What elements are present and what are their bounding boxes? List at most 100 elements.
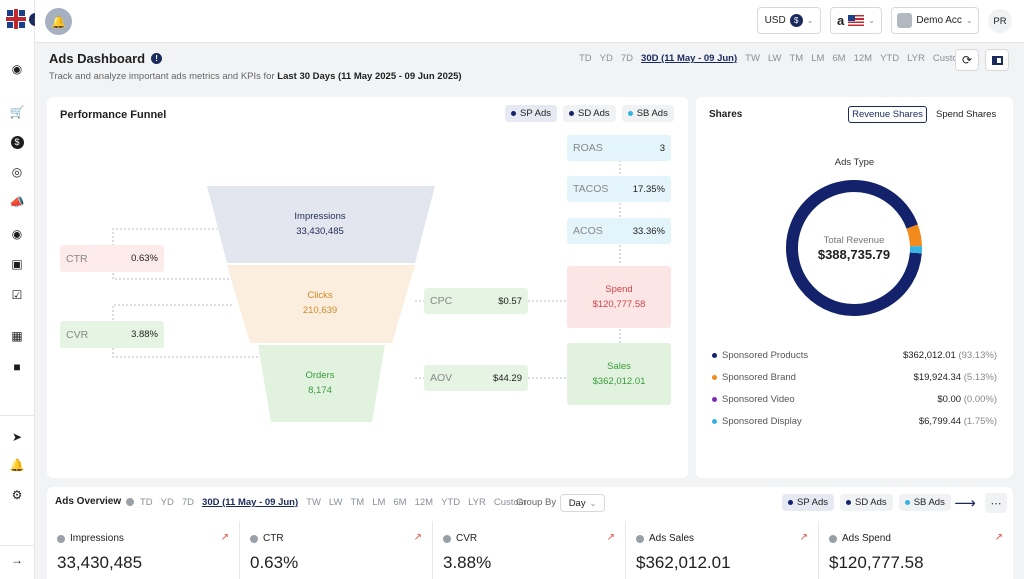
tab-revenue-shares[interactable]: Revenue Shares	[848, 106, 927, 123]
settings-icon[interactable]: ⚙	[11, 488, 23, 502]
legend-name: Sponsored Brand	[722, 372, 796, 383]
cpc-box: CPC $0.57	[424, 288, 528, 314]
range-tab[interactable]: 6M	[832, 53, 846, 64]
kpi-card[interactable]: CTR ↗ 0.63%	[240, 521, 433, 579]
tab-spend-shares[interactable]: Spend Shares	[936, 109, 997, 120]
bell-icon[interactable]: 🔔	[9, 458, 25, 472]
arrow-right-icon[interactable]: ⟶	[954, 495, 976, 512]
sp-dot-icon	[511, 111, 516, 116]
tab-sp-ads[interactable]: SP Ads	[782, 494, 834, 511]
donut-slice[interactable]	[906, 224, 922, 247]
sp-dot-icon	[788, 500, 793, 505]
user-avatar[interactable]: PR	[988, 9, 1012, 33]
checklist-icon[interactable]: ☑	[11, 288, 23, 302]
range-tab[interactable]: 12M	[414, 497, 434, 508]
range-tab[interactable]: LYR	[907, 53, 925, 64]
notification-avatar[interactable]: 🔔	[45, 8, 72, 35]
account-select[interactable]: Demo Acc ⌄	[891, 7, 979, 34]
group-by-value: Day	[568, 497, 586, 509]
info-icon[interactable]: !	[151, 53, 163, 64]
donut-center-value: $388,735.79	[817, 247, 891, 262]
kpi-label: CTR	[263, 533, 284, 544]
marketplace-select[interactable]: a ⌄	[830, 7, 882, 34]
chat-icon[interactable]: ▣	[11, 257, 23, 271]
range-tab[interactable]: TW	[745, 53, 760, 64]
range-tab[interactable]: TM	[350, 497, 365, 508]
range-tab[interactable]: 7D	[620, 53, 634, 64]
dashboard-icon[interactable]: ◉	[11, 62, 23, 76]
target-icon[interactable]: ◉	[11, 227, 23, 241]
layout-toggle-button[interactable]	[985, 49, 1009, 71]
range-tab[interactable]: LM	[372, 497, 386, 508]
gauge-icon[interactable]: ◎	[11, 165, 23, 179]
legend-pct: (1.75%)	[963, 416, 997, 427]
more-options-icon[interactable]: ⋯	[985, 493, 1007, 513]
cvr-box: CVR 3.88%	[60, 321, 164, 348]
chevron-down-icon: ⌄	[806, 16, 814, 25]
funnel-clicks-shape	[227, 265, 415, 343]
range-tab[interactable]: Custom	[932, 53, 966, 64]
tab-sp-ads[interactable]: SP Ads	[505, 105, 557, 122]
tab-sb-ads[interactable]: SB Ads	[898, 494, 951, 511]
range-tab[interactable]: TW	[306, 497, 321, 508]
sidebar-divider	[0, 415, 35, 416]
kpi-card[interactable]: Ads Spend ↗ $120,777.58	[819, 521, 1013, 579]
range-tab[interactable]: 6M	[393, 497, 407, 508]
legend-row: Sponsored Display $6,799.44 (1.75%)	[712, 416, 997, 427]
range-tab[interactable]: 7D	[181, 497, 195, 508]
range-tab[interactable]: YTD	[441, 497, 461, 508]
range-tab[interactable]: LW	[767, 53, 782, 64]
user-avatar-icon	[897, 13, 913, 28]
kpi-card[interactable]: CVR ↗ 3.88%	[433, 521, 626, 579]
range-tab[interactable]: 12M	[853, 53, 873, 64]
megaphone-icon[interactable]: 📣	[9, 195, 25, 209]
kpi-value: 33,430,485	[57, 553, 143, 572]
donut-center: Total Revenue $388,735.79	[784, 235, 924, 262]
tab-sd-ads[interactable]: SD Ads	[563, 105, 616, 122]
kpi-value: $120,777.58	[829, 553, 924, 572]
sb-dot-icon	[904, 500, 910, 505]
group-by-select[interactable]: Day ⌄	[560, 494, 605, 512]
currency-label: USD	[764, 15, 786, 26]
dollar-icon[interactable]: $	[9, 134, 25, 150]
kpi-card[interactable]: Ads Sales ↗ $362,012.01	[626, 521, 819, 579]
funnel-orders: Orders 8,174	[254, 370, 386, 396]
currency-icon: $	[789, 14, 803, 27]
range-tab[interactable]: YD	[160, 497, 174, 508]
refresh-button[interactable]: ⟳	[955, 49, 979, 71]
range-tab[interactable]: Custom	[493, 497, 527, 508]
range-tab[interactable]: 30D (11 May - 09 Jun)	[202, 497, 299, 508]
subtitle-prefix: Track and analyze important ads metrics …	[49, 71, 275, 82]
sd-dot-icon	[569, 111, 574, 116]
spend-label: Spend	[605, 284, 633, 295]
info-icon[interactable]	[126, 497, 135, 506]
range-tab[interactable]: YD	[599, 53, 613, 64]
range-tab[interactable]: 30D (11 May - 09 Jun)	[641, 53, 738, 64]
range-tab[interactable]: TM	[789, 53, 804, 64]
tab-sd-ads[interactable]: SD Ads	[840, 494, 893, 511]
telegram-icon[interactable]: ➤	[11, 430, 23, 444]
funnel-orders-shape	[258, 345, 385, 422]
cart-icon[interactable]: 🛒	[9, 105, 25, 119]
ctr-box: CTR 0.63%	[60, 245, 164, 272]
donut-center-label: Total Revenue	[823, 235, 885, 246]
legend-name: Sponsored Video	[722, 394, 795, 405]
app-logo[interactable]	[6, 9, 26, 29]
donut-slice[interactable]	[786, 180, 922, 316]
bag-icon[interactable]: ■	[13, 360, 21, 374]
kpi-card[interactable]: Impressions ↗ 33,430,485	[47, 521, 240, 579]
range-tab[interactable]: TD	[579, 53, 592, 64]
range-tab[interactable]: LM	[811, 53, 825, 64]
info-icon	[443, 534, 451, 543]
range-tab[interactable]: YTD	[880, 53, 900, 64]
roas-label: ROAS	[573, 142, 603, 154]
range-tab[interactable]: TD	[140, 497, 153, 508]
range-tab[interactable]: LW	[328, 497, 343, 508]
tab-sb-ads[interactable]: SB Ads	[621, 105, 674, 122]
currency-select[interactable]: USD $ ⌄	[757, 7, 821, 34]
range-tab[interactable]: LYR	[468, 497, 486, 508]
boxes-icon[interactable]: ▦	[11, 329, 23, 343]
clicks-label: Clicks	[307, 290, 333, 301]
collapse-arrow-icon[interactable]: →	[11, 553, 23, 567]
orders-value: 8,174	[308, 385, 332, 396]
